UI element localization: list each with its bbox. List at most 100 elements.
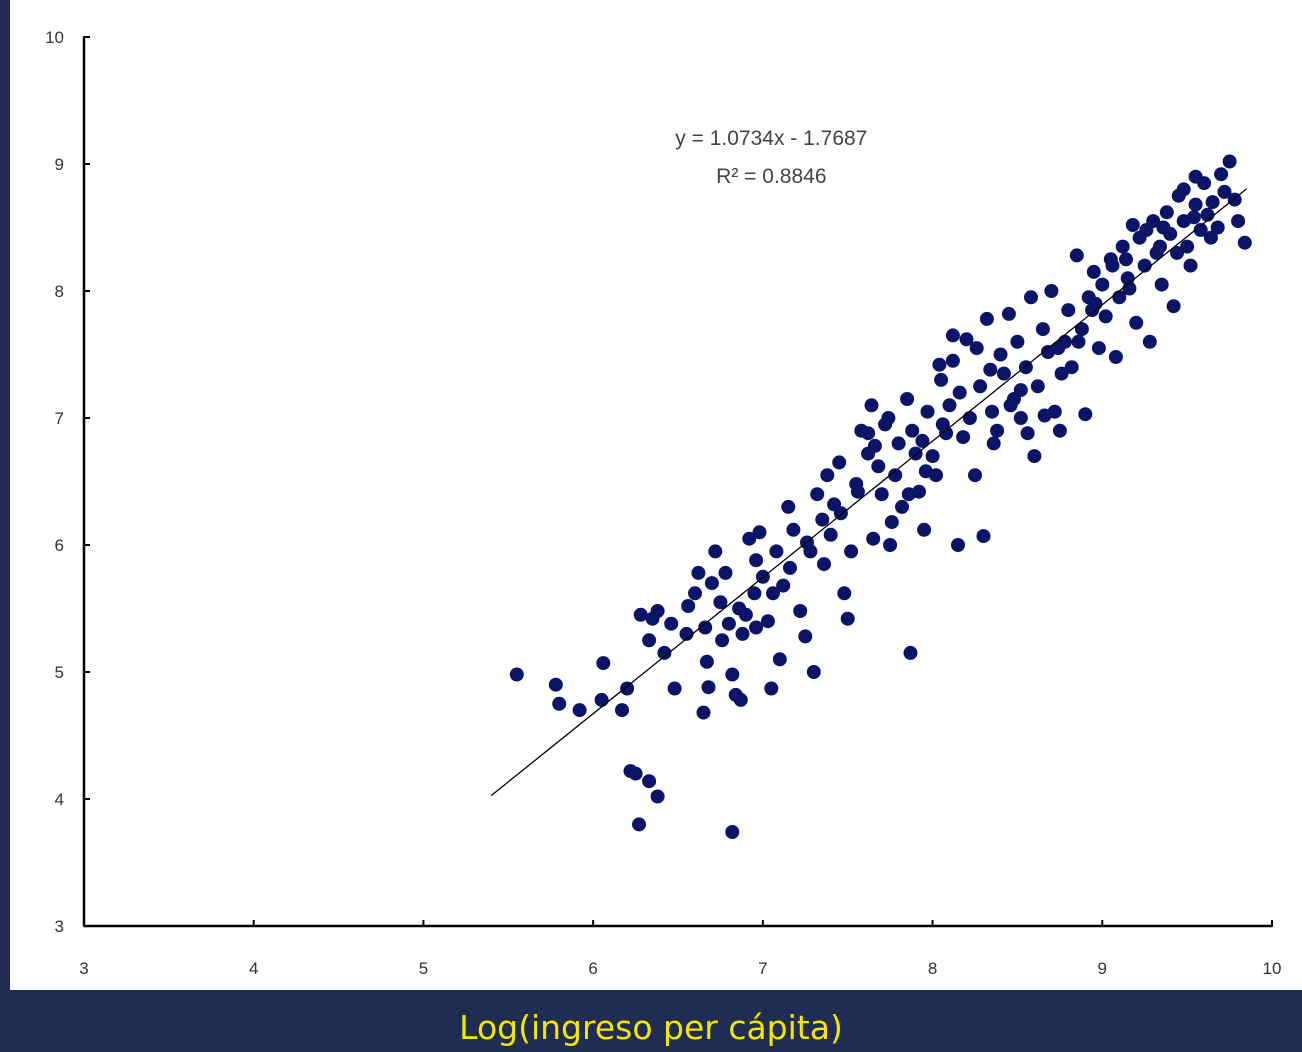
data-point	[1125, 218, 1140, 232]
data-point	[509, 667, 524, 682]
data-point	[962, 411, 977, 425]
data-point	[1119, 252, 1133, 267]
y-tick-label: 5	[55, 663, 64, 682]
data-point	[752, 525, 767, 540]
data-point	[679, 626, 694, 641]
data-point	[951, 538, 965, 552]
x-tick-label: 4	[249, 959, 258, 978]
data-point	[900, 392, 915, 406]
trendline	[490, 188, 1247, 796]
data-point	[715, 633, 730, 648]
x-tick-label: 7	[758, 959, 767, 978]
data-point	[1061, 303, 1076, 318]
data-point	[1137, 258, 1152, 273]
data-point	[1176, 182, 1191, 197]
data-point	[704, 576, 719, 591]
data-point	[793, 604, 808, 618]
x-tick-label: 6	[588, 959, 597, 978]
data-point	[1027, 449, 1042, 464]
data-point	[783, 560, 797, 575]
data-point	[881, 411, 896, 425]
data-point	[1085, 303, 1100, 318]
data-point	[548, 677, 563, 692]
data-point	[837, 586, 852, 601]
data-point	[891, 436, 906, 451]
data-point	[969, 341, 984, 356]
data-point	[721, 616, 736, 631]
data-point	[764, 681, 779, 696]
data-point	[1091, 341, 1106, 356]
data-point	[760, 614, 775, 629]
data-point	[945, 328, 960, 343]
data-point	[1051, 341, 1066, 356]
data-point	[766, 586, 780, 601]
data-point	[1010, 334, 1025, 349]
data-point	[615, 703, 629, 718]
data-point	[1139, 223, 1154, 237]
data-point	[983, 362, 998, 377]
data-point	[1069, 248, 1084, 263]
plot-panel: 3 4 5 6 7 8 9 10 3 4 5 6 7 8 9 10 y = 1.0734x - 1.7687 …	[10, 0, 1302, 990]
data-point	[1183, 258, 1198, 273]
data-point	[1231, 214, 1246, 229]
x-tick-label: 10	[1263, 959, 1282, 978]
data-point	[968, 468, 982, 483]
data-point	[934, 372, 949, 387]
data-point	[664, 616, 679, 631]
data-point	[979, 311, 994, 326]
data-point	[699, 654, 714, 669]
data-point	[1074, 322, 1089, 337]
data-point	[1156, 220, 1171, 235]
data-point	[642, 774, 657, 789]
data-point	[1170, 245, 1184, 260]
data-point	[698, 620, 713, 635]
data-point	[861, 426, 876, 441]
data-point	[884, 515, 899, 530]
data-point	[1214, 167, 1229, 182]
data-point	[781, 499, 796, 514]
data-point	[632, 817, 646, 832]
data-point	[1115, 239, 1130, 254]
data-point	[1095, 277, 1110, 292]
data-point	[817, 557, 831, 572]
data-point	[633, 607, 648, 622]
data-point	[681, 599, 696, 613]
data-point	[742, 531, 757, 546]
data-point	[701, 680, 716, 695]
data-point	[620, 681, 635, 696]
y-tick-label: 4	[55, 790, 64, 809]
data-point	[708, 544, 723, 559]
x-tick-label: 9	[1098, 959, 1107, 978]
data-point	[901, 487, 916, 502]
data-point	[1024, 290, 1038, 305]
data-point	[1188, 197, 1203, 212]
data-point	[594, 692, 609, 707]
data-point	[596, 656, 611, 671]
data-point	[1217, 184, 1232, 199]
data-point	[735, 626, 750, 641]
data-point	[1154, 277, 1169, 292]
data-point	[733, 692, 748, 707]
data-point	[667, 681, 682, 696]
y-tick-label: 9	[55, 155, 64, 174]
data-point	[1186, 210, 1201, 225]
data-point	[871, 459, 886, 474]
data-point	[1013, 383, 1028, 398]
data-point	[866, 531, 881, 546]
data-point	[905, 423, 920, 438]
ticks-layer: 3 4 5 6 7 8 9 10 3 4 5 6 7 8 9 10	[45, 28, 1281, 978]
data-point	[1013, 411, 1028, 425]
data-point	[747, 586, 762, 601]
data-point	[986, 436, 1001, 451]
data-point	[769, 544, 784, 559]
data-point	[952, 385, 967, 400]
data-point	[776, 578, 791, 593]
data-point	[874, 487, 889, 502]
data-point	[1237, 235, 1252, 250]
data-point	[918, 464, 933, 479]
data-point	[942, 398, 957, 413]
data-point	[1064, 360, 1079, 375]
data-point	[820, 468, 835, 483]
data-point	[645, 611, 660, 626]
